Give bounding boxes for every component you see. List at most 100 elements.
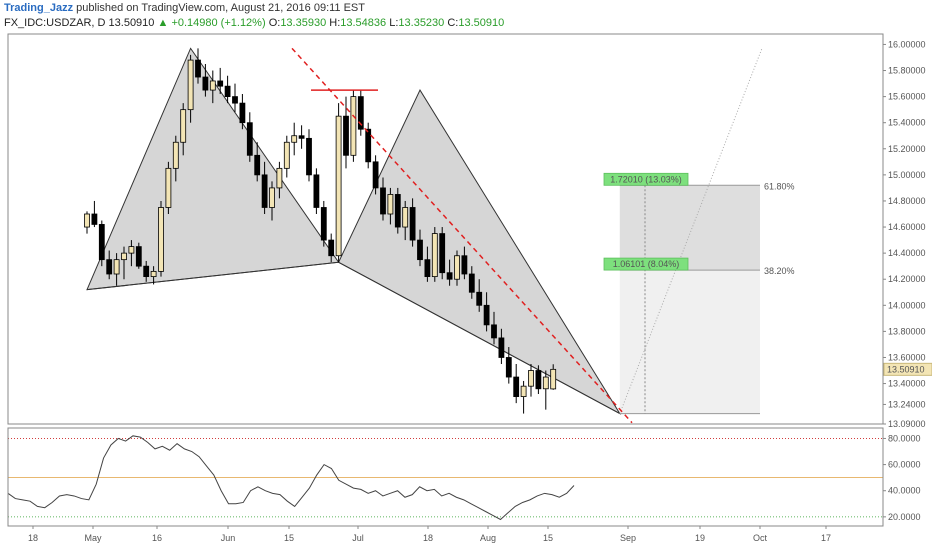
price-change: +0.14980 (+1.12%)	[171, 17, 266, 29]
candle-up	[128, 246, 135, 254]
candle-up	[150, 270, 157, 278]
harmonic-triangle-2	[337, 89, 622, 415]
price-tick-label: 13.24000	[888, 399, 926, 409]
candle-up	[269, 187, 275, 208]
last-price-label: 13.50910	[887, 364, 925, 374]
symbol-info: FX_IDC:USDZAR, D 13.50910 ▲ +0.14980 (+1…	[4, 17, 505, 29]
last-price-box	[883, 362, 932, 376]
measure-label: 1.06101 (8.04%)	[613, 259, 680, 269]
rsi-tick-label: 60.0000	[888, 460, 921, 470]
rsi-tick-label: 40.0000	[888, 486, 921, 496]
candle-up	[165, 167, 172, 208]
candle-up	[387, 194, 394, 215]
rsi-pane	[7, 435, 883, 521]
x-tick-label: Jul	[352, 533, 364, 543]
pattern-xb-line	[86, 261, 339, 291]
projection-line	[619, 48, 763, 414]
measure-label-box	[603, 257, 689, 271]
candle-down	[409, 207, 416, 241]
price-tick-label: 15.80000	[888, 66, 926, 76]
candle-down	[106, 259, 113, 275]
candle-down	[394, 194, 401, 228]
current-price: 13.50910	[108, 17, 155, 29]
candle-up	[187, 59, 194, 111]
candle-down	[91, 213, 98, 225]
x-tick-label: 15	[543, 533, 553, 543]
close-value: 13.50910	[458, 17, 505, 29]
candle-up	[291, 135, 298, 143]
candle-down	[483, 304, 490, 326]
fib-level-label: 38.20%	[764, 266, 795, 276]
candle-down	[313, 174, 320, 208]
fib-zone-lower	[619, 270, 760, 414]
resistance-trendline	[291, 47, 633, 424]
candle-down	[202, 76, 209, 91]
candle-down	[298, 135, 305, 139]
author-link[interactable]: Trading_Jazz	[4, 2, 74, 14]
x-tick-label: 17	[821, 533, 831, 543]
candle-down	[306, 137, 312, 176]
x-tick-label: 19	[695, 533, 705, 543]
candle-up	[542, 376, 549, 390]
price-frame	[7, 33, 884, 425]
price-pane: 61.80% 38.20% 1.72010 (13.03%) 1.06101 (8.0…	[84, 47, 795, 424]
price-tick-label: 14.40000	[888, 248, 926, 258]
candle-down	[535, 370, 542, 390]
axes: 16.00000 15.80000 15.60000 15.40000 15.20000…	[7, 33, 932, 543]
candle-down	[261, 174, 268, 208]
price-tick-label: 14.20000	[888, 274, 926, 284]
candle-up	[520, 385, 527, 398]
candle-down	[217, 80, 224, 87]
candle-down	[343, 115, 349, 156]
candle-up	[528, 370, 534, 387]
x-tick-label: Aug	[480, 533, 496, 543]
candle-down	[468, 273, 475, 293]
high-value: 13.54836	[340, 17, 387, 29]
up-arrow-icon: ▲	[157, 17, 169, 29]
price-tick-label: 15.40000	[888, 118, 926, 128]
candle-down	[439, 233, 446, 274]
candle-down	[143, 265, 150, 278]
candle-down	[224, 85, 231, 98]
x-tick-label: Jun	[221, 533, 236, 543]
candle-up	[113, 259, 120, 275]
candle-down	[232, 96, 238, 104]
x-tick-label: 15	[284, 533, 294, 543]
measure-label-box	[603, 172, 689, 186]
candle-up	[276, 167, 283, 189]
candle-down	[491, 324, 497, 339]
candle-down	[98, 224, 105, 261]
candle-down	[505, 357, 512, 378]
candle-up	[431, 233, 438, 278]
candle-up	[550, 368, 557, 390]
candle-down	[461, 255, 468, 275]
price-tick-label: 15.00000	[888, 170, 926, 180]
price-tick-label: 16.00000	[888, 39, 926, 49]
candle-down	[513, 376, 520, 398]
candle-down	[254, 154, 261, 176]
candle-down	[320, 207, 327, 241]
candle-up	[180, 109, 187, 143]
rsi-tick-label: 20.0000	[888, 512, 921, 522]
price-tick-label: 14.80000	[888, 196, 926, 206]
price-tick-label: 13.40000	[888, 379, 926, 389]
candle-down	[239, 102, 246, 124]
candle-down	[357, 96, 364, 130]
price-tick-label: 13.60000	[888, 352, 926, 362]
candle-down	[195, 59, 201, 78]
candle-up	[283, 141, 290, 169]
candle-up	[158, 207, 164, 272]
fib-level-label: 61.80%	[764, 181, 795, 191]
publish-text: published on TradingView.com, August 21,…	[76, 2, 365, 14]
x-tick-label: 16	[152, 533, 162, 543]
price-tick-label: 14.00000	[888, 300, 926, 310]
rsi-line	[7, 435, 575, 521]
x-tick-label: 18	[28, 533, 38, 543]
candle-down	[328, 239, 335, 257]
candle-up	[209, 80, 216, 91]
symbol-label: FX_IDC:USDZAR, D	[4, 17, 106, 29]
candle-up	[350, 96, 357, 156]
x-tick-label: 18	[423, 533, 433, 543]
x-tick-label: Sep	[620, 533, 636, 543]
